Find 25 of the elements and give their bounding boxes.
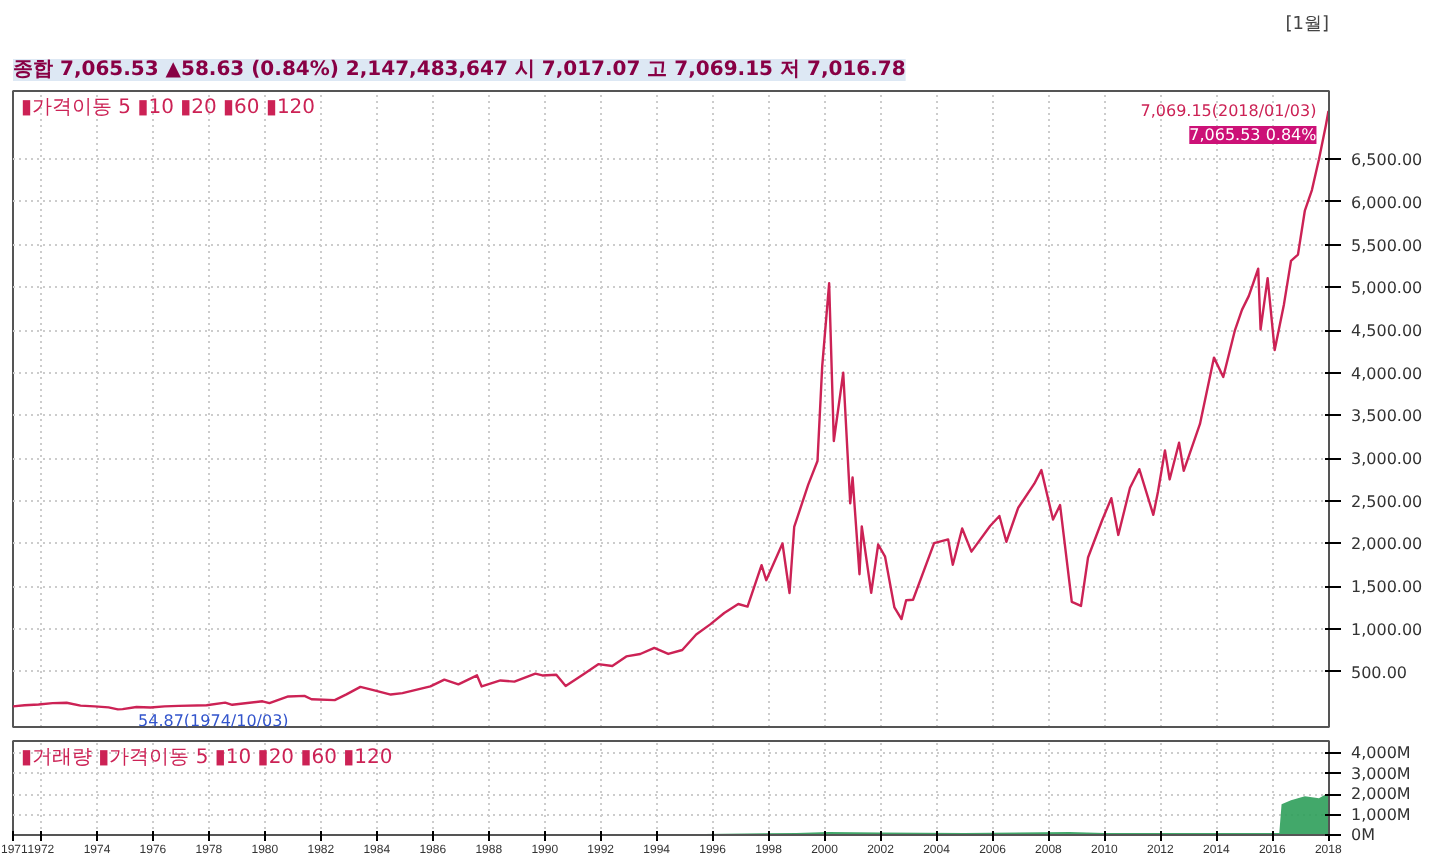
y-tick-label: 2,000.00 bbox=[1351, 535, 1423, 554]
annotation: 54.87(1974/10/03) bbox=[138, 711, 289, 730]
annotation: ▮거래량 ▮가격이동 5 ▮10 ▮20 ▮60 ▮120 bbox=[21, 747, 393, 769]
y-tick-label: 1,000M bbox=[1351, 805, 1411, 824]
y-tick-label: 0M bbox=[1351, 826, 1376, 844]
y-tick-label: 3,500.00 bbox=[1351, 407, 1423, 426]
annotation: ▮가격이동 5 ▮10 ▮20 ▮60 ▮120 bbox=[21, 97, 316, 119]
y-tick-label: 1,500.00 bbox=[1351, 578, 1423, 597]
y-tick-label: 5,000.00 bbox=[1351, 279, 1423, 298]
y-tick-label: 4,000M bbox=[1351, 744, 1411, 763]
annotation: 7,065.53 0.84% bbox=[1189, 126, 1318, 145]
annotation: 7,069.15(2018/01/03) bbox=[1140, 101, 1317, 120]
y-tick-label: 500.00 bbox=[1351, 663, 1407, 682]
y-tick-label: 4,000.00 bbox=[1351, 364, 1423, 383]
chart-subtitle: [1월] bbox=[1285, 15, 1329, 35]
y-tick-label: 2,500.00 bbox=[1351, 492, 1423, 511]
y-tick-label: 5,500.00 bbox=[1351, 236, 1423, 255]
y-tick-label: 4,500.00 bbox=[1351, 322, 1423, 341]
y-tick-label: 3,000.00 bbox=[1351, 450, 1423, 469]
y-tick-label: 3,000M bbox=[1351, 764, 1411, 783]
y-tick-label: 6,000.00 bbox=[1351, 193, 1423, 212]
y-tick-label: 2,000M bbox=[1351, 785, 1411, 804]
y-tick-label: 1,000.00 bbox=[1351, 620, 1423, 639]
chart-title: 종합 7,065.53 ▲58.63 (0.84%) 2,147,483,647 시 7,017.07 고 7,069.15 저 7,016.78 bbox=[13, 59, 906, 81]
y-tick-label: 6,500.00 bbox=[1351, 151, 1423, 170]
